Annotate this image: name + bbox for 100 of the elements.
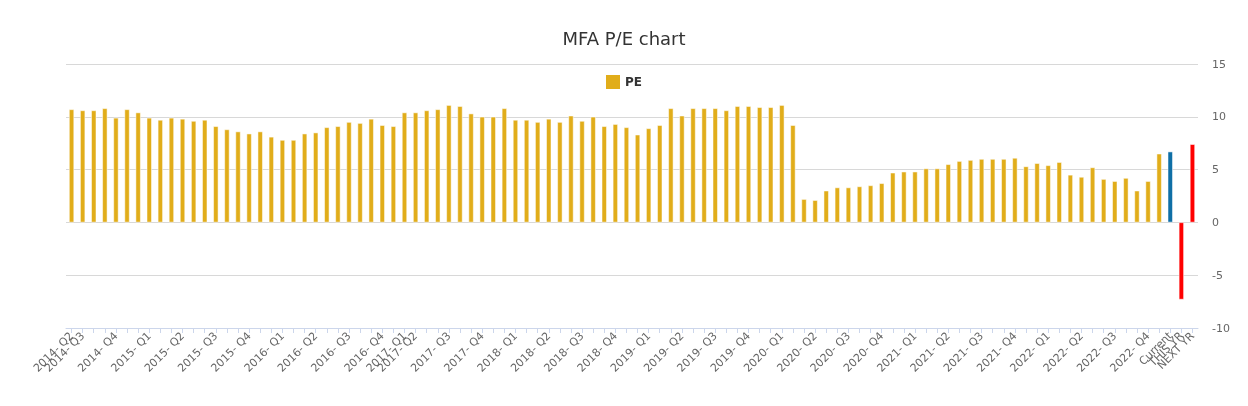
bar [612, 124, 618, 223]
bar [512, 119, 518, 223]
bar [191, 121, 197, 223]
bar [557, 122, 563, 223]
bar [202, 119, 208, 223]
bar [1189, 144, 1195, 223]
bar [923, 168, 929, 223]
bar [213, 126, 219, 223]
bar [279, 140, 285, 223]
bar [901, 171, 907, 223]
bar [257, 131, 263, 223]
bar [701, 108, 707, 223]
bar [501, 108, 507, 223]
bar [712, 108, 718, 223]
bar [668, 108, 674, 223]
bar [857, 186, 863, 223]
bar [246, 133, 252, 223]
bar [945, 164, 951, 223]
bar [1112, 181, 1118, 223]
bar [1034, 163, 1040, 223]
bar [746, 106, 752, 223]
bar [413, 112, 419, 223]
bar [1001, 159, 1007, 223]
bar [757, 107, 763, 223]
bar [91, 110, 97, 223]
y-tick-label: -5 [1212, 268, 1223, 282]
bar [979, 159, 985, 223]
bar [657, 125, 663, 223]
bar [723, 110, 729, 223]
bar [1145, 181, 1151, 223]
bar [435, 109, 441, 223]
bar [102, 108, 108, 223]
bar [546, 118, 552, 223]
bar [490, 116, 496, 223]
bar [124, 109, 130, 223]
bar [379, 125, 385, 223]
bar [357, 123, 363, 223]
bar [401, 112, 407, 223]
bar [135, 112, 141, 223]
bar [457, 106, 463, 223]
bar [1134, 190, 1140, 223]
bar [1167, 151, 1173, 223]
bar [80, 110, 86, 223]
y-tick-label: -10 [1212, 321, 1230, 335]
bar [912, 171, 918, 223]
bar [346, 122, 352, 223]
bar [1056, 162, 1062, 223]
bar [790, 125, 796, 223]
bar [956, 161, 962, 223]
bar [180, 118, 186, 223]
bar [313, 132, 319, 223]
bar [834, 187, 840, 223]
bar [823, 190, 829, 223]
bar [590, 116, 596, 223]
y-tick-label: 15 [1212, 57, 1226, 71]
y-tick-label: 10 [1212, 110, 1226, 124]
bar [1045, 165, 1051, 223]
chart-title: MFA P/E chart [562, 27, 686, 49]
bar [1101, 179, 1107, 223]
bar [324, 127, 330, 223]
bar [679, 115, 685, 223]
bar [890, 172, 896, 223]
bar [368, 118, 374, 223]
bar [868, 185, 874, 223]
bar [291, 140, 297, 223]
bar [646, 128, 652, 223]
bar [579, 121, 585, 223]
bar [446, 105, 452, 223]
bar [768, 107, 774, 223]
bar [390, 126, 396, 223]
bar [690, 108, 696, 223]
bar [568, 115, 574, 223]
bar [1078, 176, 1084, 223]
bar [934, 168, 940, 223]
bar [335, 126, 341, 223]
bar [812, 200, 818, 223]
bar [146, 117, 152, 223]
bar [1012, 157, 1018, 223]
bar [623, 127, 629, 223]
bar [1067, 174, 1073, 223]
y-tick-label: 0 [1212, 215, 1219, 229]
bar [845, 187, 851, 223]
bar [524, 119, 530, 223]
bar [224, 129, 230, 223]
bar [268, 136, 274, 223]
bar [157, 119, 163, 223]
bar [601, 126, 607, 223]
bar [635, 134, 641, 223]
bar [1123, 178, 1129, 223]
bar [779, 105, 785, 223]
bar [479, 116, 485, 223]
bar [1156, 153, 1162, 223]
bar [879, 183, 885, 223]
bar [69, 109, 75, 223]
bar [1090, 167, 1096, 223]
bar [168, 117, 174, 223]
bar [235, 131, 241, 223]
bar [535, 122, 541, 223]
bar [967, 160, 973, 223]
bar [1023, 166, 1029, 223]
